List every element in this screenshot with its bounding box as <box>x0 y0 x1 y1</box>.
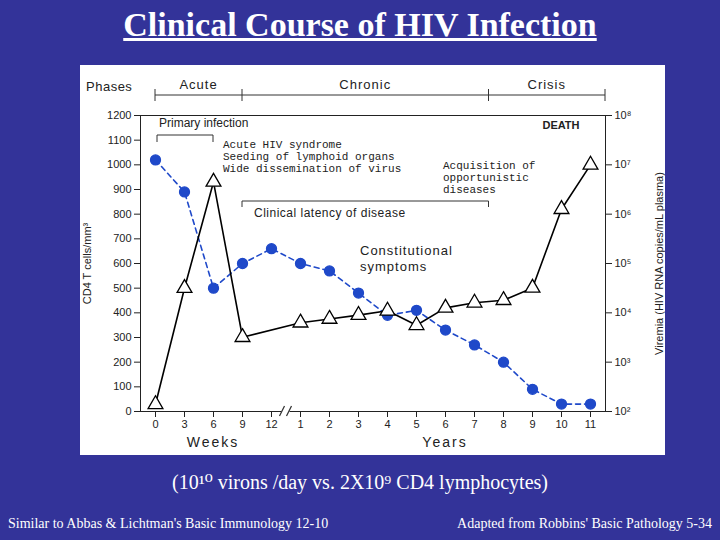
svg-text:10⁴: 10⁴ <box>615 306 632 318</box>
svg-text:5: 5 <box>413 418 419 430</box>
svg-text:100: 100 <box>113 380 131 392</box>
svg-text:1100: 1100 <box>108 134 132 146</box>
svg-text:Seeding of lymphoid organs: Seeding of lymphoid organs <box>223 151 395 163</box>
svg-text:700: 700 <box>113 232 131 244</box>
svg-text:7: 7 <box>471 418 477 430</box>
svg-text:1: 1 <box>297 418 303 430</box>
svg-text:10⁷: 10⁷ <box>615 158 631 170</box>
svg-text:12: 12 <box>265 418 277 430</box>
svg-text:6: 6 <box>442 418 448 430</box>
svg-text:Chronic: Chronic <box>339 77 391 92</box>
svg-text:300: 300 <box>113 331 131 343</box>
svg-text:Primary infection: Primary infection <box>159 116 248 130</box>
svg-text:400: 400 <box>113 306 131 318</box>
svg-text:Years: Years <box>422 434 467 450</box>
svg-text:3: 3 <box>355 418 361 430</box>
svg-text:1000: 1000 <box>107 158 131 170</box>
svg-text:900: 900 <box>113 183 131 195</box>
html-text:Adapted from Robbins' Basic Pa: Adapted from Robbins' Basic Pathology 5-… <box>457 516 712 531</box>
svg-text:Wide dissemination of virus: Wide dissemination of virus <box>223 163 401 175</box>
svg-text:Phases: Phases <box>86 79 132 94</box>
svg-text:10: 10 <box>555 418 567 430</box>
html-text:(10¹⁰ virons /day vs. 2X10⁹ CD: (10¹⁰ virons /day vs. 2X10⁹ CD4 lymphocy… <box>172 471 548 493</box>
svg-text:6: 6 <box>210 418 216 430</box>
svg-text:Clinical latency of disease: Clinical latency of disease <box>254 206 406 220</box>
svg-text:11: 11 <box>585 418 596 430</box>
svg-text:10⁵: 10⁵ <box>615 257 632 269</box>
svg-text:2: 2 <box>326 418 332 430</box>
svg-text:Weeks: Weeks <box>187 434 240 450</box>
svg-text:1200: 1200 <box>107 109 131 121</box>
svg-text:0: 0 <box>152 418 158 430</box>
svg-text:10⁸: 10⁸ <box>615 109 632 121</box>
svg-text:10⁶: 10⁶ <box>615 208 632 220</box>
svg-text:10²: 10² <box>615 405 631 417</box>
svg-text:800: 800 <box>113 208 131 220</box>
svg-text:CD4 T cells/mm³: CD4 T cells/mm³ <box>81 222 93 304</box>
svg-text:DEATH: DEATH <box>542 119 579 131</box>
svg-text:opportunistic: opportunistic <box>443 172 529 184</box>
svg-text:200: 200 <box>113 356 131 368</box>
svg-text:Viremia (HIV RNA copies/mL pla: Viremia (HIV RNA copies/mL plasma) <box>653 172 665 355</box>
svg-text:Acute HIV syndrome: Acute HIV syndrome <box>223 139 342 151</box>
svg-text:9: 9 <box>239 418 245 430</box>
svg-text:Crisis: Crisis <box>528 77 567 92</box>
html-text:Clinical Course of HIV Infecti: Clinical Course of HIV Infection <box>123 6 597 43</box>
svg-text:3: 3 <box>181 418 187 430</box>
svg-text:10³: 10³ <box>615 356 631 368</box>
svg-text:4: 4 <box>384 418 390 430</box>
svg-text:Acquisition of: Acquisition of <box>443 160 535 172</box>
html-text:Similar to Abbas & Lichtman's: Similar to Abbas & Lichtman's Basic Immu… <box>8 516 329 531</box>
svg-text:Acute: Acute <box>179 77 217 92</box>
svg-text:symptoms: symptoms <box>360 259 427 274</box>
svg-text:9: 9 <box>529 418 535 430</box>
svg-text:500: 500 <box>113 282 131 294</box>
svg-text:Constitutional: Constitutional <box>360 243 453 258</box>
svg-text:8: 8 <box>500 418 506 430</box>
svg-text:600: 600 <box>113 257 131 269</box>
svg-text:diseases: diseases <box>443 184 496 196</box>
svg-text:0: 0 <box>125 405 131 417</box>
